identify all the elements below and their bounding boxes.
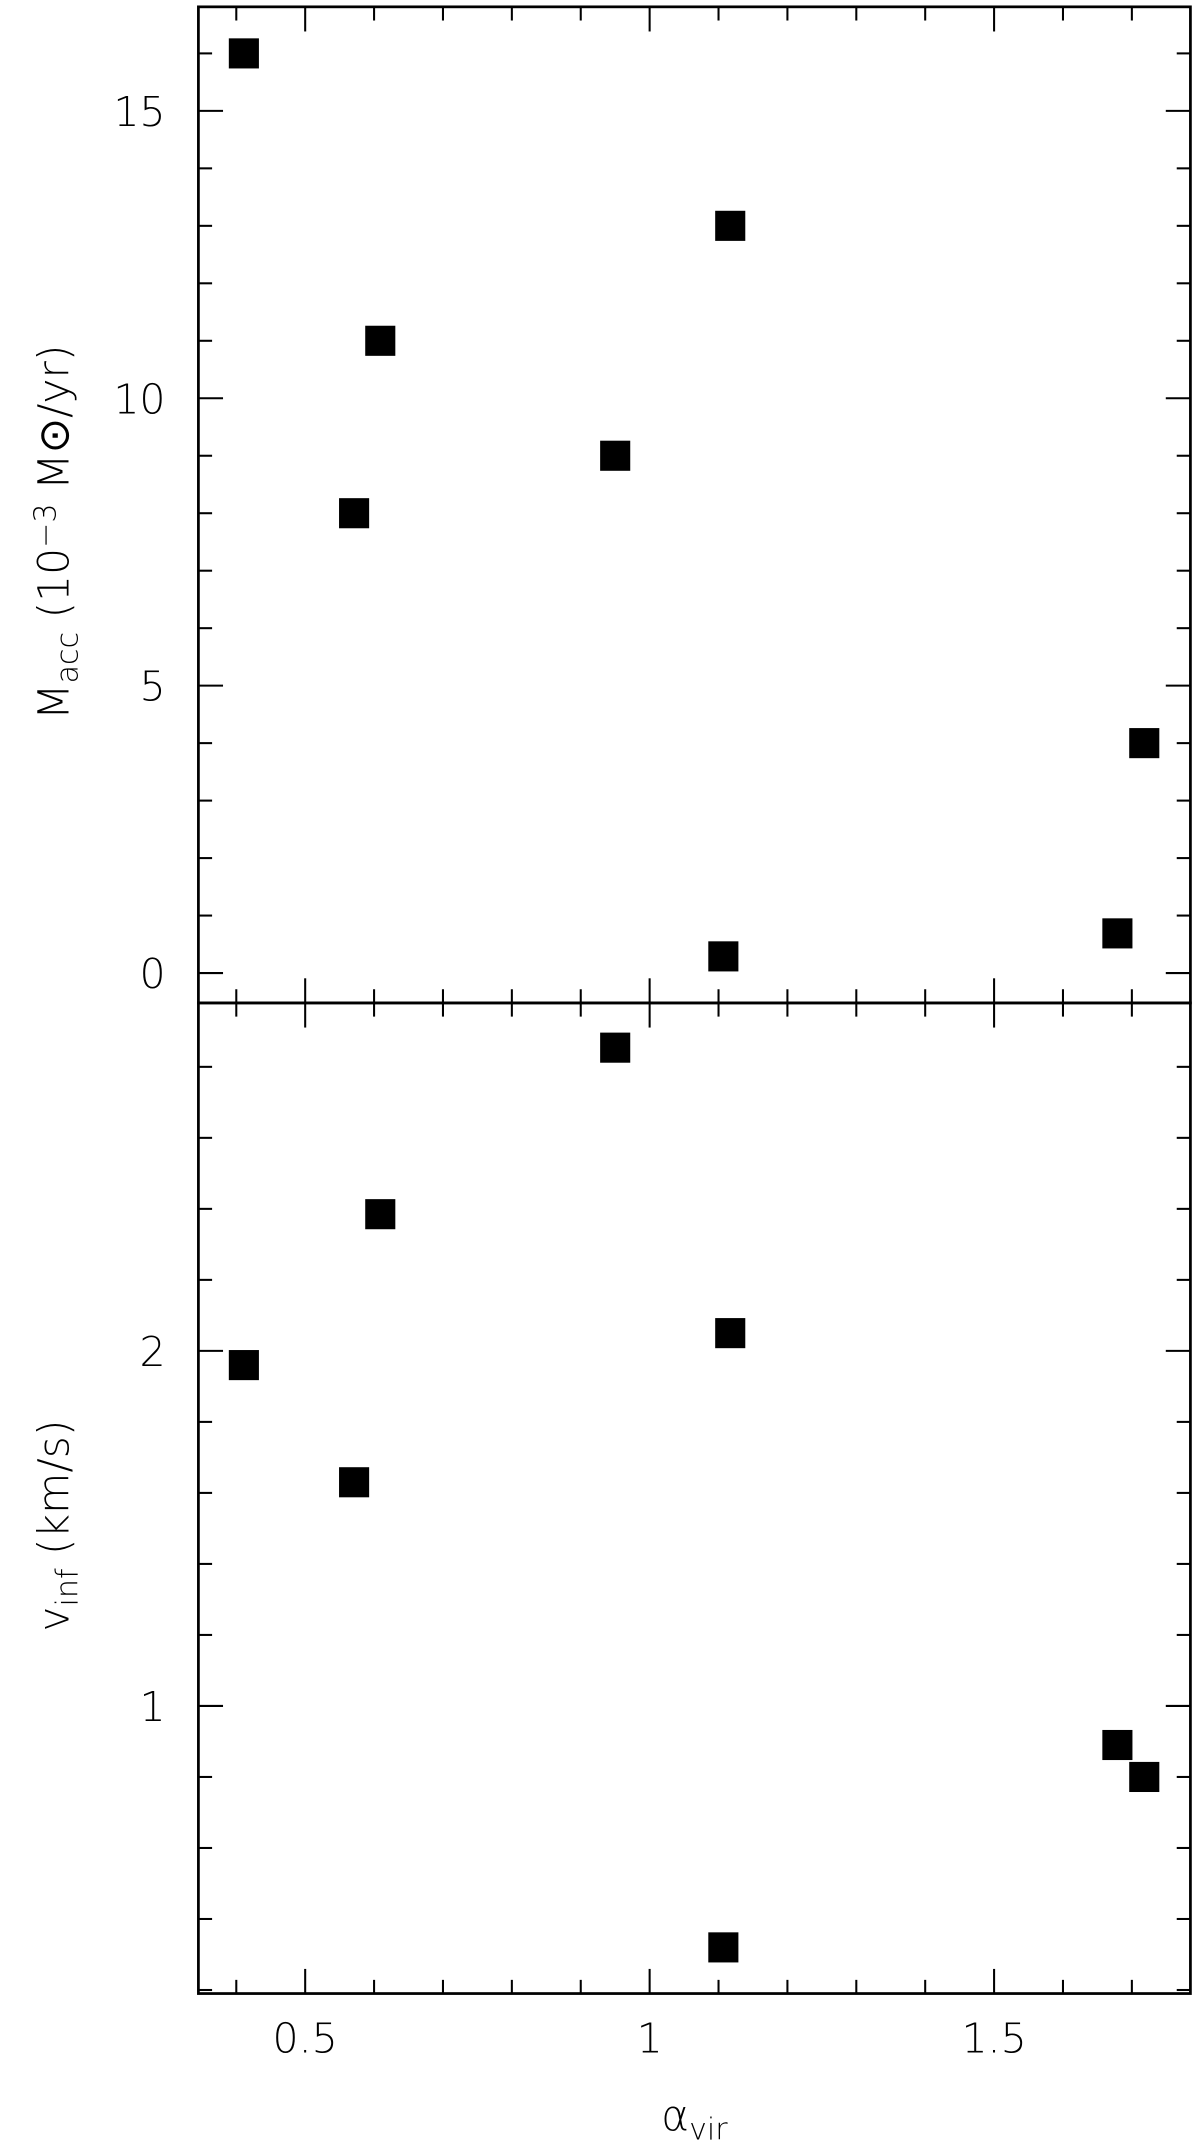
label-part: M⊙/yr) bbox=[30, 345, 79, 504]
marker bbox=[708, 941, 739, 972]
marker bbox=[715, 210, 746, 241]
axis-label: Macc (10−3 M⊙/yr) bbox=[28, 345, 86, 720]
axis-label: αvir bbox=[661, 2092, 728, 2142]
marker bbox=[365, 325, 396, 356]
label-part: vir bbox=[689, 2112, 728, 2142]
label-part: −3 bbox=[28, 503, 63, 547]
marker bbox=[228, 38, 259, 69]
y-tick-label: 5 bbox=[139, 663, 165, 711]
marker bbox=[339, 498, 370, 529]
label-part: M bbox=[30, 683, 79, 720]
label-part: (km/s) bbox=[30, 1420, 79, 1569]
y-tick-label: 15 bbox=[113, 88, 165, 136]
marker bbox=[708, 1932, 739, 1963]
plot-frame bbox=[197, 1001, 1192, 1995]
marker bbox=[715, 1318, 746, 1349]
x-tick-label: 1.5 bbox=[961, 2014, 1026, 2062]
label-part: α bbox=[661, 2092, 689, 2141]
marker bbox=[1129, 1761, 1160, 1793]
label-part: inf bbox=[50, 1568, 85, 1606]
y-tick-label: 10 bbox=[113, 375, 165, 423]
label-part: acc bbox=[50, 632, 85, 684]
marker bbox=[228, 1350, 259, 1381]
marker bbox=[339, 1467, 370, 1498]
marker bbox=[1129, 728, 1160, 759]
label-part: (10 bbox=[30, 548, 79, 632]
marker bbox=[1102, 1729, 1133, 1761]
x-tick-label: 1 bbox=[637, 2014, 663, 2062]
marker bbox=[600, 440, 631, 471]
y-tick-label: 1 bbox=[139, 1683, 165, 1731]
axis-label: vinf (km/s) bbox=[30, 1420, 85, 1632]
x-tick-label: 0.5 bbox=[273, 2014, 338, 2062]
marker bbox=[365, 1199, 396, 1230]
marker bbox=[1102, 918, 1133, 949]
y-tick-label: 0 bbox=[139, 950, 165, 998]
y-tick-label: 2 bbox=[139, 1328, 165, 1376]
marker bbox=[600, 1032, 631, 1063]
label-part: v bbox=[30, 1606, 79, 1631]
